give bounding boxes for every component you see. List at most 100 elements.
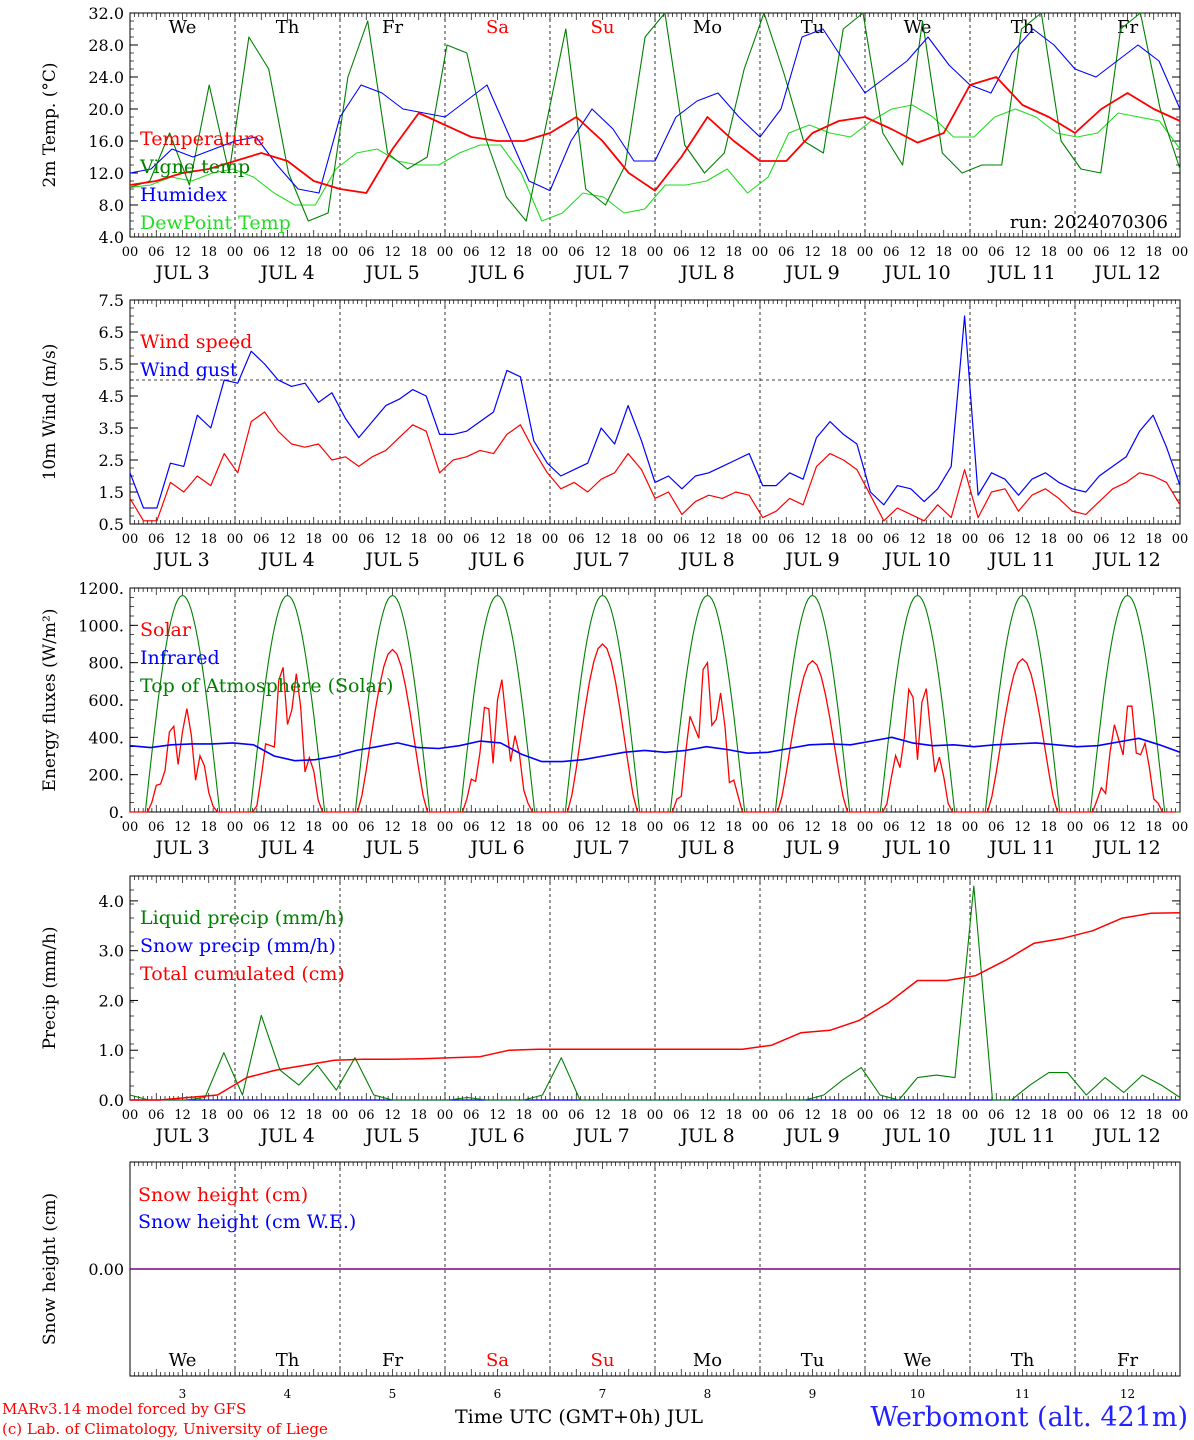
y-tick-label: 0.5 xyxy=(99,515,124,534)
y-axis-label: Snow height (cm) xyxy=(40,1193,60,1345)
hour-tick-label: 18 xyxy=(200,1108,217,1123)
day-tick-label: JUL 7 xyxy=(573,549,629,571)
hour-tick-label: 12 xyxy=(279,820,296,835)
y-tick-label: 12.0 xyxy=(88,164,124,183)
hour-tick-label: 06 xyxy=(358,532,375,547)
hour-tick-label: 06 xyxy=(673,245,690,260)
day-number-label: 8 xyxy=(704,1387,712,1401)
hour-tick-label: 12 xyxy=(1014,820,1031,835)
y-tick-label: 6.5 xyxy=(99,323,124,342)
y-tick-label: 28.0 xyxy=(88,36,124,55)
weekday-label: Sa xyxy=(486,17,509,38)
hour-tick-label: 06 xyxy=(253,820,270,835)
station-name: Werbomont (alt. 421m) xyxy=(870,1402,1188,1433)
hour-tick-label: 12 xyxy=(909,1108,926,1123)
weekday-label: Sa xyxy=(486,1350,509,1371)
hour-tick-label: 00 xyxy=(1067,1108,1084,1123)
day-tick-label: JUL 6 xyxy=(468,837,524,859)
hour-tick-label: 00 xyxy=(857,1108,874,1123)
day-tick-label: JUL 4 xyxy=(258,549,314,571)
hour-tick-label: 00 xyxy=(122,1108,139,1123)
hour-tick-label: 18 xyxy=(935,1108,952,1123)
hour-tick-label: 00 xyxy=(647,820,664,835)
hour-tick-label: 00 xyxy=(857,532,874,547)
hour-tick-label: 18 xyxy=(410,245,427,260)
hour-tick-label: 06 xyxy=(673,532,690,547)
hour-tick-label: 12 xyxy=(384,820,401,835)
day-tick-label: JUL 3 xyxy=(153,262,209,284)
weekday-label: Mo xyxy=(693,1350,722,1371)
hour-tick-label: 06 xyxy=(988,532,1005,547)
credit-note: (c) Lab. of Climatology, University of L… xyxy=(2,1420,328,1438)
hour-tick-label: 18 xyxy=(515,245,532,260)
y-tick-label: 4.0 xyxy=(99,228,124,247)
day-tick-label: JUL 4 xyxy=(258,1125,314,1147)
day-tick-label: JUL 5 xyxy=(363,837,419,859)
hour-tick-label: 18 xyxy=(725,532,742,547)
hour-tick-label: 12 xyxy=(489,1108,506,1123)
y-tick-label: 4.0 xyxy=(99,892,124,911)
weekday-label: We xyxy=(169,1350,197,1371)
series-humidex xyxy=(129,28,1181,194)
y-tick-label: 5.5 xyxy=(99,355,124,374)
hour-tick-label: 00 xyxy=(752,245,769,260)
y-tick-label: 32.0 xyxy=(88,4,124,23)
hour-tick-label: 18 xyxy=(1145,1108,1162,1123)
hour-tick-label: 18 xyxy=(1040,245,1057,260)
y-tick-label: 600. xyxy=(88,691,124,710)
hour-tick-label: 18 xyxy=(410,532,427,547)
y-axis-label: 2m Temp. (°C) xyxy=(40,62,60,187)
hour-tick-label: 12 xyxy=(489,532,506,547)
day-tick-label: JUL 12 xyxy=(1092,549,1160,571)
y-tick-label: 7.5 xyxy=(99,291,124,310)
day-number-label: 6 xyxy=(494,1387,502,1401)
hour-tick-label: 06 xyxy=(988,820,1005,835)
weekday-label: Fr xyxy=(382,17,403,38)
day-number-label: 9 xyxy=(809,1387,817,1401)
hour-tick-label: 12 xyxy=(384,245,401,260)
hour-tick-label: 12 xyxy=(279,532,296,547)
hour-tick-label: 06 xyxy=(673,1108,690,1123)
hour-tick-label: 12 xyxy=(804,532,821,547)
hour-tick-label: 18 xyxy=(1040,532,1057,547)
hour-tick-label: 18 xyxy=(200,532,217,547)
hour-tick-label: 12 xyxy=(384,1108,401,1123)
day-tick-label: JUL 6 xyxy=(468,1125,524,1147)
hour-tick-label: 12 xyxy=(594,1108,611,1123)
legend-dewpoint-temp: DewPoint Temp xyxy=(140,212,291,234)
hour-tick-label: 06 xyxy=(778,532,795,547)
y-axis-label: Energy fluxes (W/m²) xyxy=(40,609,60,792)
hour-tick-label: 06 xyxy=(673,820,690,835)
day-tick-label: JUL 7 xyxy=(573,837,629,859)
hour-tick-label: 12 xyxy=(804,1108,821,1123)
hour-tick-label: 12 xyxy=(174,820,191,835)
day-tick-label: JUL 12 xyxy=(1092,1125,1160,1147)
weekday-label: Su xyxy=(591,1350,615,1371)
hour-tick-label: 06 xyxy=(358,1108,375,1123)
hour-tick-label: 06 xyxy=(358,245,375,260)
day-tick-label: JUL 12 xyxy=(1092,262,1160,284)
weekday-label: Th xyxy=(276,1350,300,1371)
day-tick-label: JUL 12 xyxy=(1092,837,1160,859)
day-tick-label: JUL 9 xyxy=(783,1125,839,1147)
hour-tick-label: 12 xyxy=(1119,820,1136,835)
series-temperature xyxy=(129,76,1181,194)
run-annotation: run: 2024070306 xyxy=(1010,212,1168,233)
hour-tick-label: 00 xyxy=(542,820,559,835)
day-number-label: 7 xyxy=(599,1387,607,1401)
y-tick-label: 1.0 xyxy=(99,1041,124,1060)
hour-tick-label: 06 xyxy=(883,245,900,260)
hour-tick-label: 00 xyxy=(1067,532,1084,547)
panel-3: 0. 200. 400. 600. 800. 1000. 1200. Energy fluxe… xyxy=(40,579,1188,859)
hour-tick-label: 00 xyxy=(647,1108,664,1123)
series-dewpoint-temp xyxy=(129,104,1181,222)
hour-tick-label: 06 xyxy=(463,532,480,547)
hour-tick-label: 06 xyxy=(148,1108,165,1123)
hour-tick-label: 06 xyxy=(253,245,270,260)
hour-tick-label: 00 xyxy=(332,532,349,547)
legend-wind-speed: Wind speed xyxy=(140,331,252,353)
y-tick-label: 0. xyxy=(109,803,124,822)
hour-tick-label: 00 xyxy=(122,245,139,260)
y-tick-label: 0.00 xyxy=(88,1260,124,1279)
hour-tick-label: 06 xyxy=(253,1108,270,1123)
